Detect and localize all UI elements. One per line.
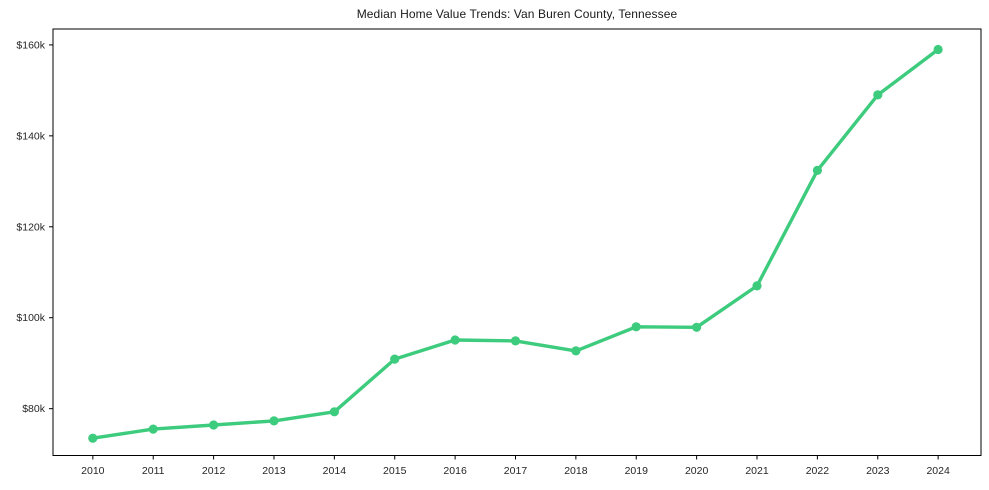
x-tick-label: 2012 [202,465,226,477]
x-tick-label: 2022 [806,465,830,477]
x-tick-label: 2024 [926,465,950,477]
x-tick-label: 2015 [383,465,407,477]
data-point-marker [450,335,460,345]
data-point-marker [209,420,219,430]
plot-frame [52,28,982,456]
data-point-marker [510,336,521,346]
data-point-marker [571,346,581,356]
y-tick-label: $160k [16,39,45,51]
x-tick-label: 2019 [625,465,649,477]
data-point-marker [148,424,158,434]
x-tick-label: 2010 [81,465,105,477]
x-tick-label: 2017 [504,465,528,477]
x-tick-label: 2014 [323,465,347,477]
data-point-marker [390,354,400,364]
x-tick-label: 2020 [685,465,709,477]
x-tick-label: 2023 [866,465,890,477]
data-point-marker [752,281,762,291]
data-point-marker [873,90,883,100]
y-tick-label: $120k [16,221,45,233]
x-tick-label: 2013 [262,465,286,477]
x-tick-label: 2021 [745,465,769,477]
data-point-marker [269,416,279,426]
chart-title: Median Home Value Trends: Van Buren Coun… [356,7,678,21]
y-tick-label: $80k [22,403,46,415]
data-point-marker [631,322,641,332]
y-tick-label: $140k [16,130,45,142]
data-point-marker [933,44,943,55]
y-tick-label: $100k [16,312,45,324]
x-tick-label: 2018 [564,465,588,477]
x-tick-label: 2011 [142,465,165,477]
data-point-marker [692,322,702,332]
data-point-marker [329,407,339,417]
trend-line [91,47,940,440]
data-point-marker [812,165,823,175]
x-tick-label: 2016 [443,465,467,477]
data-point-marker [88,433,98,443]
